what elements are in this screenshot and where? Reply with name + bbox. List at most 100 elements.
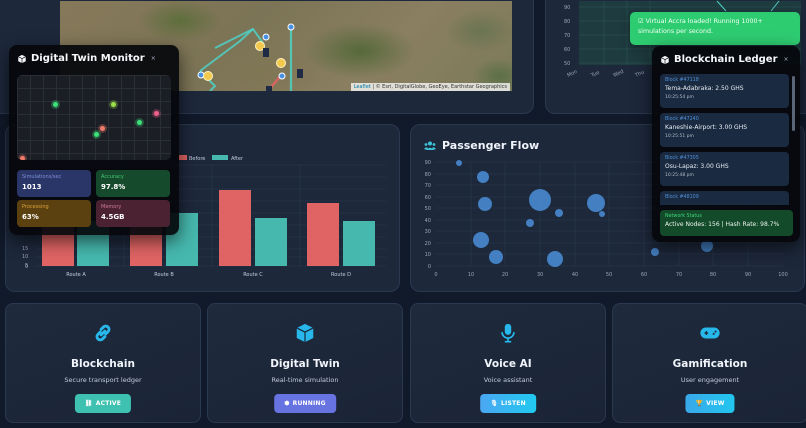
feature-card-digital-twin: Digital Twin Real-time simulation ⬢ RUNNI…	[207, 303, 403, 423]
feature-description: Voice assistant	[483, 376, 533, 384]
svg-text:After: After	[231, 156, 244, 162]
svg-text:Tue: Tue	[589, 70, 600, 79]
legend-before-swatch	[179, 155, 187, 160]
feature-title: Gamification	[672, 358, 748, 370]
cube-icon	[296, 323, 314, 343]
ledger-block: Block #47240 Kaneshie-Airport: 3.00 GHS …	[660, 113, 789, 147]
route-bar-chart: Before After 15 10 50 Route A Route B Rout…	[22, 155, 386, 278]
feature-description: Real-time simulation	[271, 376, 339, 384]
toast-message: ☑ Virtual Accra loaded! Running 1000+ si…	[638, 18, 763, 35]
svg-text:Before: Before	[189, 156, 205, 162]
sim-agent-dot	[20, 156, 25, 160]
svg-text:40: 40	[572, 272, 578, 278]
feature-description: Secure transport ledger	[64, 376, 142, 384]
microphone-icon: 🎙	[490, 400, 499, 407]
trophy-icon: 🏆	[695, 400, 704, 407]
view-button[interactable]: 🏆 VIEW	[685, 394, 735, 413]
svg-text:10: 10	[468, 272, 474, 278]
blockchain-ledger-panel: Blockchain Ledger × Block #47118 Tema-Ad…	[652, 46, 800, 242]
passenger-flow-title: Passenger Flow	[424, 139, 539, 152]
svg-text:10: 10	[425, 252, 431, 258]
attribution-text: | © Esri, DigitalGlobe, GeoEye, Earthsta…	[370, 84, 507, 90]
svg-text:20: 20	[425, 241, 431, 247]
network-status: Network Status Active Nodes: 156 | Hash …	[660, 210, 793, 236]
bar-y-axis: 15 10 50	[22, 246, 28, 270]
cube-icon	[18, 54, 26, 63]
sim-agent-dot	[53, 102, 58, 107]
feature-title: Voice AI	[484, 358, 532, 370]
listen-button[interactable]: 🎙 LISTEN	[480, 394, 536, 413]
svg-text:40: 40	[425, 218, 431, 224]
svg-text:Route C: Route C	[243, 272, 263, 278]
stat-memory: Memory 4.5GB	[96, 200, 170, 227]
svg-text:80: 80	[425, 172, 431, 178]
ledger-scrollbar[interactable]	[792, 76, 795, 131]
running-button[interactable]: ⬢ RUNNING	[274, 394, 336, 413]
bar-x-axis: Route A Route B Route C Route D	[66, 272, 351, 278]
stat-simulations: Simulations/sec 1013	[17, 170, 91, 197]
route-overlay	[197, 23, 303, 91]
svg-text:80: 80	[710, 272, 716, 278]
svg-text:90: 90	[745, 272, 751, 278]
feature-title: Blockchain	[71, 358, 135, 370]
digital-twin-monitor-title: Digital Twin Monitor ×	[17, 53, 156, 64]
svg-text:Wed: Wed	[612, 69, 624, 79]
ledger-block: Block #48109	[660, 191, 789, 205]
stat-processing: Processing 63%	[17, 200, 91, 227]
svg-text:Mon: Mon	[566, 69, 578, 79]
svg-text:100: 100	[778, 272, 788, 278]
map-attribution: Leaflet | © Esri, DigitalGlobe, GeoEye, …	[350, 83, 510, 91]
simulation-grid	[17, 75, 171, 160]
feature-title: Digital Twin	[270, 358, 340, 370]
feature-card-voice-ai: Voice AI Voice assistant 🎙 LISTEN	[410, 303, 606, 423]
bar-legend: Before After	[179, 155, 244, 162]
svg-text:70: 70	[676, 272, 682, 278]
close-button[interactable]: ×	[783, 56, 789, 63]
users-icon	[424, 141, 436, 150]
svg-text:20: 20	[502, 272, 508, 278]
svg-text:0: 0	[434, 272, 437, 278]
ledger-block: Block #47305 Osu-Lapaz: 3.00 GHS 10:25:4…	[660, 152, 789, 186]
cube-icon	[661, 55, 669, 64]
bubbles	[456, 160, 713, 267]
stat-accuracy: Accuracy 97.8%	[96, 170, 170, 197]
sim-agent-dot	[154, 111, 159, 116]
svg-text:60: 60	[425, 195, 431, 201]
svg-text:70: 70	[564, 33, 570, 39]
before-bars	[42, 190, 339, 266]
svg-text:50: 50	[606, 272, 612, 278]
svg-text:15: 15	[22, 246, 28, 252]
svg-text:30: 30	[425, 229, 431, 235]
ledger-block-list[interactable]: Block #47118 Tema-Adabraka: 2.50 GHS 10:…	[660, 74, 789, 205]
blockchain-ledger-title: Blockchain Ledger ×	[660, 54, 789, 65]
active-button[interactable]: ⛓ ACTIVE	[74, 394, 132, 413]
leaflet-link[interactable]: Leaflet	[353, 84, 371, 90]
sim-agent-dot	[94, 132, 99, 137]
svg-text:5: 5	[25, 263, 28, 269]
svg-text:50: 50	[564, 61, 570, 67]
passenger-flow-label: Passenger Flow	[442, 139, 540, 152]
cube-icon: ⬢	[284, 400, 290, 407]
legend-after-swatch	[212, 155, 228, 160]
close-button[interactable]: ×	[150, 55, 156, 62]
bubble-y-axis: 90 80 70 60 50 40 30 20 10 0	[425, 160, 431, 270]
digital-twin-monitor-panel: Digital Twin Monitor × Simulations/sec 1…	[9, 45, 179, 235]
link-icon	[95, 324, 111, 342]
link-icon: ⛓	[84, 400, 93, 407]
svg-text:Route A: Route A	[66, 272, 86, 278]
ledger-block: Block #47118 Tema-Adabraka: 2.50 GHS 10:…	[660, 74, 789, 108]
bus-marker-icon	[203, 41, 286, 81]
sim-agent-dot	[111, 102, 116, 107]
svg-text:90: 90	[425, 160, 431, 166]
gamepad-icon	[700, 327, 720, 339]
svg-text:50: 50	[425, 206, 431, 212]
svg-text:60: 60	[564, 47, 570, 53]
svg-text:70: 70	[425, 183, 431, 189]
svg-text:Thu: Thu	[633, 69, 645, 79]
microphone-icon	[501, 323, 515, 343]
svg-text:90: 90	[564, 5, 570, 11]
svg-text:0: 0	[25, 264, 28, 270]
notification-toast: ☑ Virtual Accra loaded! Running 1000+ si…	[630, 12, 800, 45]
svg-text:80: 80	[564, 19, 570, 25]
svg-text:Route B: Route B	[154, 272, 174, 278]
